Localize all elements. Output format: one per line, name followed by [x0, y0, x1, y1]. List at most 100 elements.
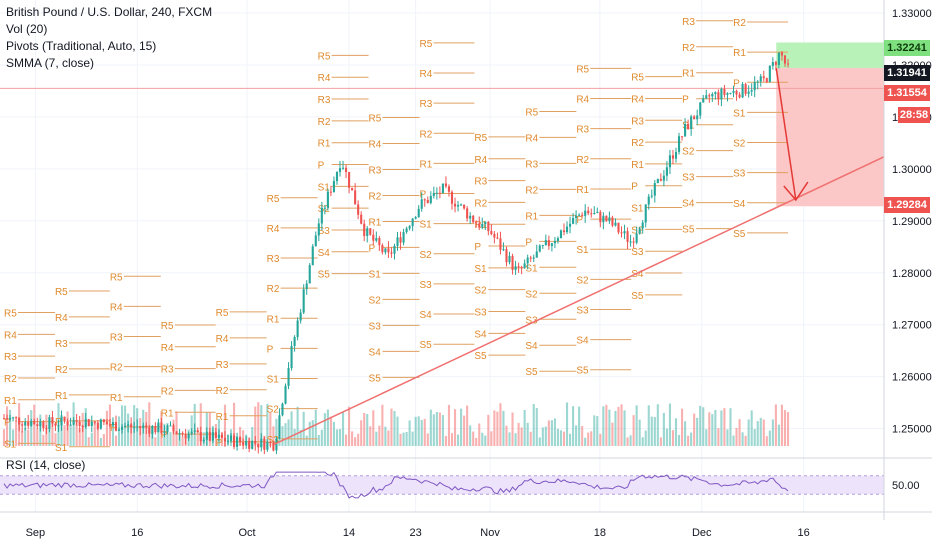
pivot-label: R1 — [682, 69, 695, 80]
volume-bar — [269, 412, 272, 446]
candle-body — [257, 443, 260, 448]
pivot-label: S5 — [474, 351, 487, 362]
volume-bar — [726, 429, 729, 446]
volume-bar — [759, 417, 762, 446]
candle-body — [372, 234, 375, 241]
candle-body — [647, 196, 650, 205]
candle-body — [139, 426, 142, 429]
candle-body — [623, 231, 626, 234]
pivot-label: R2 — [318, 117, 331, 128]
volume-bar — [466, 405, 469, 446]
candle-body — [114, 422, 118, 431]
pivot-label: S2 — [682, 147, 695, 158]
volume-bar — [111, 425, 115, 446]
volume-bar — [632, 415, 635, 446]
volume-bar — [399, 433, 402, 446]
candle-body — [45, 428, 48, 430]
volume-bar — [720, 410, 723, 446]
volume-bar — [96, 427, 99, 446]
candle-body — [211, 432, 214, 441]
candle-body — [69, 424, 72, 426]
candle-body — [568, 223, 572, 227]
volume-bar — [335, 429, 339, 446]
volume-bar — [99, 437, 102, 446]
candle-body — [54, 423, 57, 426]
pivot-label: S2 — [267, 405, 280, 416]
candle-body — [323, 207, 326, 209]
volume-bar — [687, 435, 690, 446]
candle-body — [108, 424, 112, 426]
volume-bar — [320, 429, 323, 446]
pivot-label: R3 — [576, 125, 589, 136]
candle-body — [420, 199, 423, 209]
pivot-label: S5 — [631, 291, 644, 302]
candle-body — [136, 426, 139, 428]
volume-indicator-label[interactable]: Vol (20) — [6, 22, 48, 36]
candle-body — [517, 266, 520, 268]
pivot-label: R1 — [420, 159, 433, 170]
volume-bar — [199, 403, 202, 446]
candle-body — [378, 238, 381, 246]
candle-body — [299, 312, 302, 321]
volume-bar — [87, 437, 90, 446]
volume-bar — [175, 411, 178, 446]
volume-bar — [714, 410, 717, 446]
pivot-label: P — [216, 438, 223, 449]
candle-body — [296, 320, 299, 337]
volume-bar — [450, 433, 454, 446]
candle-body — [75, 420, 78, 422]
volume-bar — [665, 428, 668, 446]
candle-body — [87, 419, 90, 426]
volume-bar — [317, 434, 320, 446]
volume-bar — [575, 425, 578, 446]
candle-body — [187, 433, 190, 439]
volume-bar — [151, 431, 154, 446]
candle-body — [90, 421, 93, 426]
volume-bar — [354, 437, 357, 446]
pivot-label: R1 — [576, 185, 589, 196]
volume-bar — [756, 421, 759, 446]
candle-body — [762, 76, 765, 79]
smma-indicator-label[interactable]: SMMA (7, close) — [6, 56, 95, 70]
candle-body — [30, 421, 33, 426]
candle-body — [690, 116, 693, 130]
volume-bar — [329, 416, 332, 446]
volume-bar — [535, 408, 538, 446]
candle-body — [771, 62, 774, 66]
candle-body — [57, 425, 60, 427]
volume-bar — [148, 402, 151, 446]
candle-body — [84, 419, 87, 428]
pivot-label: R4 — [525, 133, 538, 144]
pivots-indicator-label[interactable]: Pivots (Traditional, Auto, 15) — [6, 39, 157, 53]
pivot-label: S1 — [55, 443, 68, 454]
volume-bar — [550, 420, 553, 446]
pivot-label: S3 — [420, 280, 433, 291]
candle-body — [738, 94, 741, 98]
pivot-label: R5 — [369, 114, 382, 125]
candle-body — [42, 421, 45, 429]
candle-body — [390, 252, 393, 254]
volume-bar — [484, 435, 487, 446]
volume-bar — [338, 429, 342, 446]
candle-body — [572, 217, 575, 224]
pivot-label: S2 — [318, 204, 331, 215]
volume-bar — [656, 404, 659, 446]
candle-body — [426, 200, 429, 204]
pivot-label: R2 — [161, 386, 174, 397]
volume-bar — [705, 429, 708, 446]
volume-bar — [341, 411, 345, 446]
candle-body — [684, 123, 687, 137]
volume-bar — [750, 410, 753, 446]
rsi-indicator-label[interactable]: RSI (14, close) — [6, 458, 86, 472]
volume-bar — [584, 437, 587, 446]
candle-body — [236, 437, 239, 447]
candle-body — [202, 439, 205, 442]
candle-body — [405, 228, 408, 233]
volume-bar — [768, 430, 771, 446]
volume-bar — [523, 409, 526, 446]
pivot-label: R3 — [110, 333, 123, 344]
pivot-label: R3 — [55, 339, 68, 350]
symbol-title[interactable]: British Pound / U.S. Dollar, 240, FXCM — [6, 5, 213, 19]
price-tick-label: 1.26000 — [892, 372, 932, 384]
